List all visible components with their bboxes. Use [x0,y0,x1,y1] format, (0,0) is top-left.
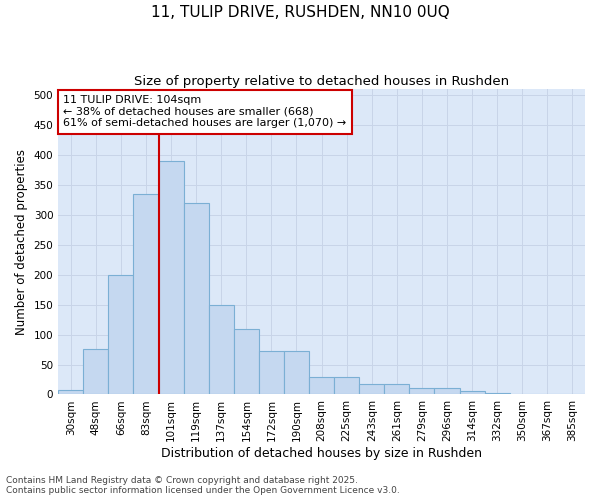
Bar [284,351,309,395]
Text: 11 TULIP DRIVE: 104sqm
← 38% of detached houses are smaller (668)
61% of semi-de: 11 TULIP DRIVE: 104sqm ← 38% of detached… [64,96,347,128]
Bar [259,351,284,395]
Bar [460,391,485,394]
Bar [83,349,109,395]
Bar [359,384,385,394]
Bar [385,384,409,394]
Bar [234,328,259,394]
Bar [409,388,434,394]
Bar [184,203,209,394]
Bar [309,376,334,394]
Bar [109,274,133,394]
Bar [334,377,359,394]
Title: Size of property relative to detached houses in Rushden: Size of property relative to detached ho… [134,75,509,88]
Y-axis label: Number of detached properties: Number of detached properties [15,149,28,335]
Bar [209,304,234,394]
X-axis label: Distribution of detached houses by size in Rushden: Distribution of detached houses by size … [161,447,482,460]
Bar [133,194,158,394]
Text: Contains HM Land Registry data © Crown copyright and database right 2025.
Contai: Contains HM Land Registry data © Crown c… [6,476,400,495]
Text: 11, TULIP DRIVE, RUSHDEN, NN10 0UQ: 11, TULIP DRIVE, RUSHDEN, NN10 0UQ [151,5,449,20]
Bar [434,388,460,394]
Bar [58,390,83,394]
Bar [158,161,184,394]
